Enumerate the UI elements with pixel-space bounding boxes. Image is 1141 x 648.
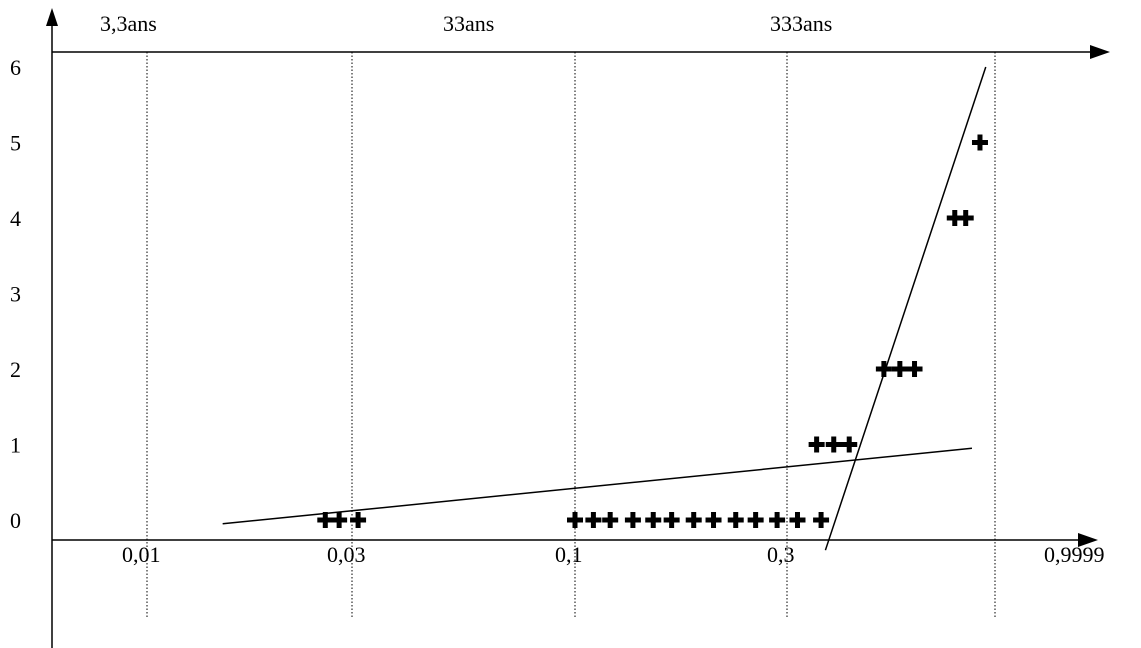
plus-bar-v — [831, 436, 837, 453]
return-period-label: 3,3ans — [100, 11, 157, 36]
data-point — [331, 512, 348, 528]
data-point — [663, 512, 680, 528]
y-axis-arrow — [46, 8, 58, 26]
y-tick-label: 5 — [10, 131, 21, 156]
data-point — [875, 361, 892, 377]
x-tick-label: 0,9999 — [1044, 542, 1105, 567]
plus-bar-v — [711, 512, 717, 528]
data-point — [602, 512, 619, 528]
y-tick-label: 4 — [10, 206, 21, 231]
y-tick-label: 6 — [10, 55, 21, 80]
data-point — [585, 512, 602, 528]
axes — [46, 8, 1110, 648]
data-point — [705, 512, 722, 528]
plus-bar-v — [774, 512, 780, 528]
data-point — [350, 512, 367, 528]
y-tick-label: 2 — [10, 357, 21, 382]
data-point — [567, 512, 583, 528]
data-point — [813, 512, 830, 528]
plus-bar-v — [669, 512, 675, 528]
x-tick-label: 0,03 — [327, 542, 366, 567]
fit-lines — [222, 66, 987, 551]
data-point — [645, 512, 662, 528]
plus-bar-v — [590, 512, 596, 528]
data-point — [906, 361, 923, 377]
data-point — [685, 512, 702, 528]
data-point — [789, 512, 806, 528]
plus-bar-v — [336, 512, 342, 528]
plus-bar-v — [650, 512, 656, 528]
plus-bar-v — [691, 512, 697, 528]
data-point — [747, 512, 764, 528]
plus-bar-v — [607, 512, 613, 528]
plus-bar-v — [963, 210, 969, 226]
data-point — [971, 134, 988, 151]
plus-bar-v — [846, 436, 852, 453]
return-period-label: 33ans — [443, 11, 494, 36]
data-point — [727, 512, 744, 528]
data-point — [769, 512, 786, 528]
plus-bar-v — [881, 361, 887, 377]
plus-bar-v — [794, 512, 800, 528]
plus-bar-v — [977, 134, 983, 151]
plus-bar-v — [322, 512, 328, 528]
plus-bar-v — [952, 210, 958, 226]
plus-bar-v — [355, 512, 361, 528]
data-point — [841, 436, 858, 453]
data-point — [957, 210, 974, 226]
axis-labels: 0 1 2 3 4 5 6 0,01 0,03 0,1 0,3 0,9999 3,3ans 33ans 33… — [10, 11, 1105, 567]
plus-bar-v — [630, 512, 636, 528]
fit-line-1 — [824, 66, 987, 551]
data-points — [317, 134, 988, 528]
top-axis-arrow — [1090, 45, 1110, 59]
return-period-label: 333ans — [770, 11, 832, 36]
x-tick-label: 0,1 — [555, 542, 583, 567]
x-axis-arrow — [1078, 533, 1098, 547]
x-tick-label: 0,01 — [122, 542, 161, 567]
fit-line-0 — [222, 447, 973, 525]
data-point — [624, 512, 641, 528]
data-point — [825, 436, 842, 453]
data-point — [808, 436, 825, 453]
data-point — [317, 512, 334, 528]
x-tick-label: 0,3 — [767, 542, 795, 567]
y-tick-label: 0 — [10, 508, 21, 533]
plus-bar-v — [733, 512, 739, 528]
data-point — [946, 210, 963, 226]
plus-bar-v — [814, 436, 820, 453]
y-tick-label: 3 — [10, 282, 21, 307]
plus-bar-v — [897, 361, 903, 377]
plus-bar-v — [818, 512, 824, 528]
y-tick-label: 1 — [10, 433, 21, 458]
data-point — [891, 361, 908, 377]
plus-bar-v — [753, 512, 759, 528]
plus-bar-v — [912, 361, 918, 377]
grid-lines — [146, 52, 996, 618]
plus-bar-v — [572, 512, 578, 528]
